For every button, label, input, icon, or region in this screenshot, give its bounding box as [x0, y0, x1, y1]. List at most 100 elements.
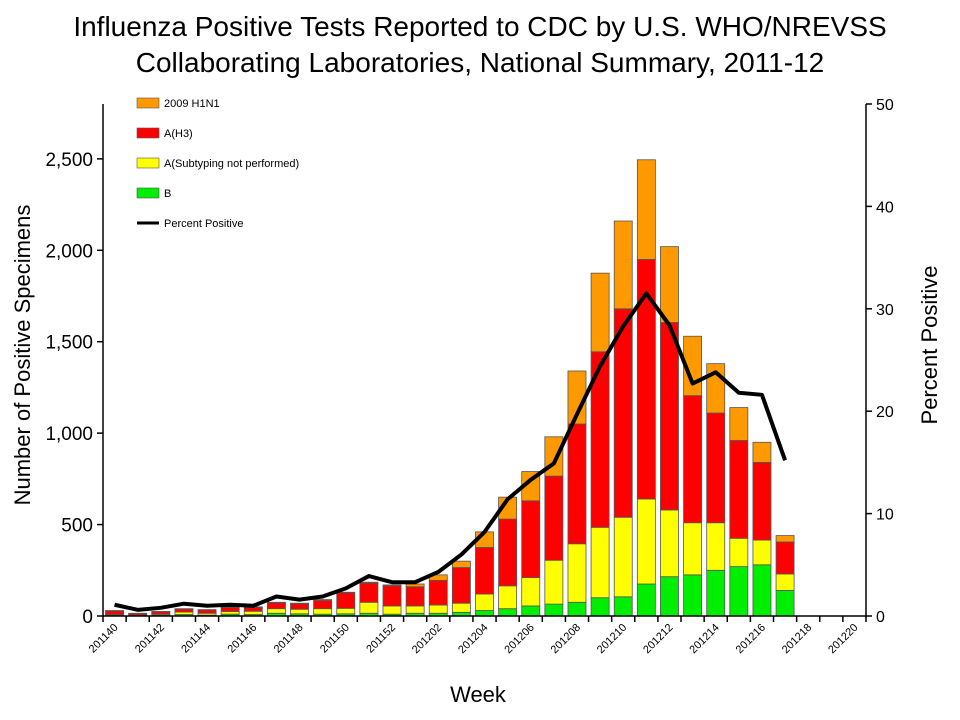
y-tick-label: 500	[61, 516, 93, 537]
x-tick-label: 201208	[549, 622, 583, 656]
bar-segment	[590, 272, 610, 353]
y-axis-label: Number of Positive Specimens	[10, 205, 35, 506]
bar-segment	[660, 509, 679, 578]
bar-segment	[220, 611, 240, 615]
bar-segment	[636, 159, 656, 260]
bar-segment	[706, 412, 726, 524]
y-tick-label: 1,000	[45, 424, 93, 445]
bar-segment	[706, 522, 726, 571]
x-axis-label: Week	[450, 682, 507, 707]
legend-swatch	[136, 97, 160, 109]
bar-segment	[544, 603, 564, 617]
bar-segment	[521, 500, 541, 578]
bar-segment	[775, 541, 795, 575]
x-tick-label: 201146	[226, 622, 260, 656]
bar-segment	[683, 522, 703, 576]
bar-segment	[498, 608, 518, 617]
bar-segment	[590, 526, 610, 599]
y2-tick-label: 40	[876, 199, 894, 216]
legend-label: B	[164, 188, 171, 200]
bar-segment	[336, 607, 356, 615]
bar-segment	[613, 596, 633, 617]
bar-segment	[197, 609, 217, 614]
bar-segment	[266, 602, 286, 610]
bar-segment	[290, 603, 309, 610]
bar-segment	[475, 593, 494, 611]
y2-tick-label: 10	[876, 507, 894, 524]
bar-segment	[336, 592, 356, 609]
bar-segment	[544, 559, 564, 605]
bar-segment	[382, 584, 402, 587]
bar-segment	[428, 579, 448, 606]
bar-segment	[498, 518, 518, 587]
bar-segment	[243, 607, 263, 612]
bar-segment	[613, 220, 633, 310]
legend-swatch	[136, 127, 160, 139]
bar-segment	[567, 543, 587, 603]
bar-segment	[729, 440, 749, 539]
bar-segment	[313, 600, 333, 610]
y-tick-label: 2,500	[45, 150, 93, 171]
bar-segment	[290, 608, 309, 615]
percent-positive-line	[114, 291, 787, 612]
bar-segment	[729, 407, 749, 441]
legend-swatch	[136, 157, 160, 169]
x-tick-label: 201204	[456, 622, 490, 656]
bar-segment	[359, 581, 379, 584]
bar-segment	[729, 566, 749, 617]
x-tick-label: 201152	[364, 622, 398, 656]
x-tick-label: 201214	[687, 622, 721, 656]
bar-segment	[613, 516, 633, 598]
x-tick-label: 201206	[502, 622, 536, 656]
bar-segment	[382, 605, 402, 615]
bar-segment	[313, 608, 333, 615]
bar-segment	[775, 590, 795, 617]
x-tick-label: 201220	[826, 622, 860, 656]
x-tick-label: 201218	[780, 622, 814, 656]
bar-segment	[683, 574, 703, 617]
x-tick-label: 201142	[133, 622, 167, 656]
bar-segment	[313, 599, 333, 601]
bar-segment	[567, 423, 587, 545]
bar-segment	[475, 610, 494, 617]
x-tick-label: 201210	[595, 622, 629, 656]
bar-segment	[405, 586, 425, 607]
bar-segment	[775, 573, 795, 591]
legend-label: A(H3)	[164, 128, 193, 140]
y2-tick-label: 50	[876, 97, 894, 114]
bar-segment	[451, 602, 471, 613]
y2-tick-label: 30	[876, 302, 894, 319]
y-tick-label: 1,500	[45, 333, 93, 354]
bar-segment	[636, 583, 656, 617]
bar-segment	[451, 567, 471, 604]
y-tick-label: 2,000	[45, 241, 93, 262]
y2-tick-label: 0	[876, 609, 885, 626]
y2-tick-label: 20	[876, 404, 894, 421]
bar-segment	[290, 602, 309, 605]
chart-title-line2: Collaborating Laboratories, National Sum…	[135, 47, 825, 78]
bar-segment	[752, 441, 772, 463]
x-tick-label: 201148	[272, 622, 306, 656]
legend-label: 2009 H1N1	[164, 98, 220, 110]
bar-segment	[775, 535, 795, 543]
bar-segment	[428, 604, 448, 614]
bar-segment	[405, 605, 425, 614]
legend-label: A(Subtyping not performed)	[164, 158, 299, 170]
legend-label: Percent Positive	[164, 218, 243, 230]
bar-segment	[475, 547, 494, 595]
bar-segment	[567, 601, 587, 617]
bar-segment	[752, 461, 772, 541]
bar-segment	[683, 395, 703, 524]
bar-segment	[382, 585, 402, 607]
bar-segment	[521, 577, 541, 607]
bar-segment	[405, 583, 425, 588]
bar-segment	[752, 539, 772, 566]
bar-segment	[220, 607, 240, 612]
chart-title-line1: Influenza Positive Tests Reported to CDC…	[73, 11, 887, 42]
bar-segment	[752, 564, 772, 617]
bar-segment	[451, 560, 471, 568]
x-tick-label: 201212	[641, 622, 675, 656]
bar-segment	[660, 322, 679, 511]
